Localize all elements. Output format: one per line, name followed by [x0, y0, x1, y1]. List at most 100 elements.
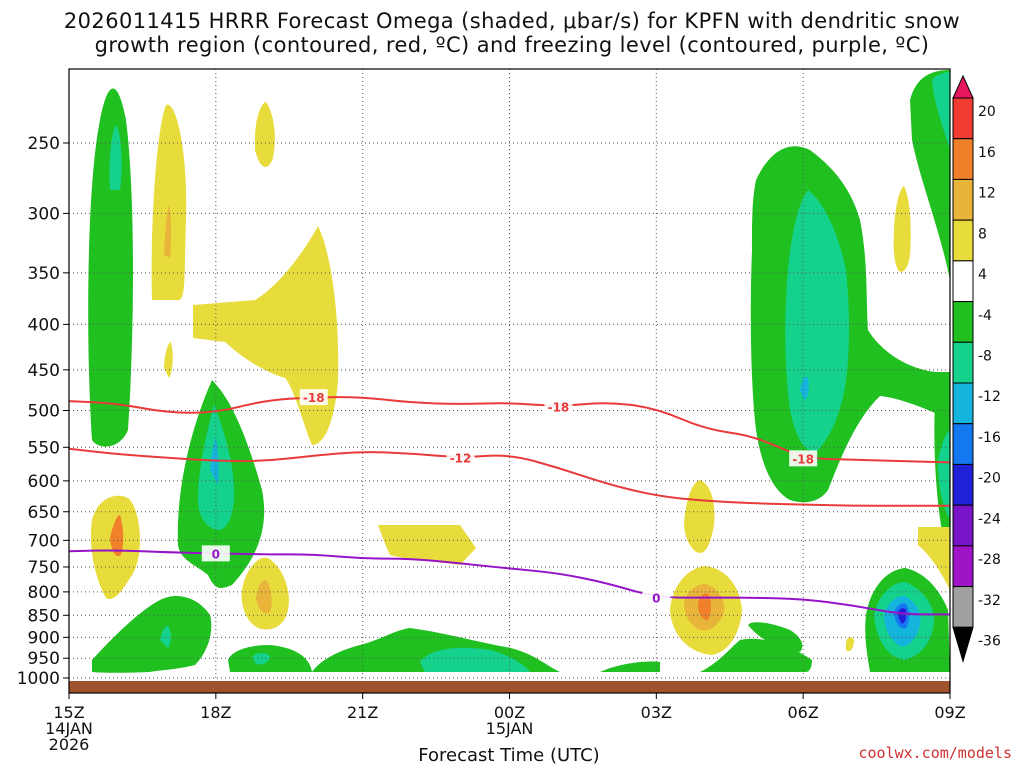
x-tick-label: 2026 [49, 735, 90, 754]
terrain-strip [69, 681, 950, 693]
colorbar-label: -20 [978, 471, 1001, 487]
x-tick-label: 15Z [53, 703, 84, 722]
omega-region-downward [684, 480, 715, 553]
y-tick-label: 450 [28, 361, 60, 381]
colorbar-segment [952, 301, 974, 343]
colorbar-top-arrow [952, 74, 974, 99]
contours [69, 396, 950, 616]
colorbar-label: -12 [978, 389, 1001, 405]
omega-region-downward [256, 580, 272, 614]
omega-region-downward [918, 527, 950, 590]
freezing-level-contour [69, 549, 950, 616]
y-tick-label: 800 [28, 583, 60, 603]
colorbar-label: -32 [978, 593, 1001, 609]
x-tick-label: 18Z [200, 703, 231, 722]
contour-label-bg [201, 545, 230, 562]
x-tick-label: 06Z [788, 703, 819, 722]
dgz-temperature-contour-label: -18 [548, 401, 570, 415]
omega-region-downward [893, 186, 911, 272]
omega-region-upward-core [800, 376, 809, 400]
omega-region-upward [748, 622, 803, 652]
x-axis-title: Forecast Time (UTC) [418, 745, 600, 766]
contour-label-bg [642, 589, 671, 606]
colorbar-label: -28 [978, 552, 1001, 568]
contour-label-bg [544, 398, 573, 415]
omega-region-upward-core [932, 72, 950, 150]
omega-region-downward [846, 637, 854, 652]
chart-title-line-1: 2026011415 HRRR Forecast Omega (shaded, … [63, 9, 961, 33]
colorbar: 20 16 12 8 4 -4 -8 -12 -16 -20 -24 -28 -32 -36 [952, 74, 1001, 664]
colorbar-label: -24 [978, 511, 1001, 527]
y-tick-label: 350 [28, 264, 60, 284]
omega-region-downward [164, 205, 172, 258]
colorbar-bottom-arrow [952, 626, 974, 664]
colorbar-label: 4 [978, 267, 987, 283]
colorbar-label: 16 [978, 145, 996, 161]
colorbar-segment [952, 382, 974, 425]
chart-title-line-2: growth region (contoured, red, ºC) and f… [94, 33, 930, 57]
colorbar-segment [952, 504, 974, 547]
colorbar-segment [952, 97, 974, 140]
x-tick-label: 21Z [347, 703, 378, 722]
y-axis: 2503003504004505005506006507007508008509… [17, 134, 69, 689]
colorbar-segment [952, 463, 974, 506]
x-tick-label: 15JAN [486, 719, 534, 738]
dgz-temperature-contour-label: -18 [303, 391, 325, 405]
dgz-temperature-contour-label: -12 [450, 452, 472, 466]
contour-labels: -18 -18 -18 -12 0 0 [201, 389, 818, 606]
colorbar-label: -8 [978, 349, 992, 365]
freezing-level-contour-label: 0 [652, 592, 660, 606]
omega-region-upward [600, 661, 660, 672]
freezing-level-contour-label: 0 [212, 547, 220, 561]
omega-region-upward-core [109, 125, 122, 190]
colorbar-label: 12 [978, 186, 996, 202]
y-tick-label: 950 [28, 649, 60, 669]
y-tick-label: 900 [28, 628, 60, 648]
colorbar-label: -4 [978, 308, 992, 324]
colorbar-label: -16 [978, 430, 1001, 446]
x-tick-label: 14JAN [45, 719, 93, 738]
colorbar-segment [952, 341, 974, 384]
omega-region-downward [378, 525, 476, 565]
colorbar-label: 20 [978, 104, 996, 120]
omega-region-upward [92, 595, 212, 673]
omega-region-downward [110, 515, 124, 557]
colorbar-segment [952, 178, 974, 221]
y-tick-label: 400 [28, 315, 60, 335]
omega-region-downward [164, 342, 173, 378]
colorbar-label: -36 [978, 634, 1001, 650]
gridlines [68, 69, 951, 681]
y-tick-label: 600 [28, 472, 60, 492]
contour-label-bg [446, 449, 475, 466]
dgz-temperature-contour [69, 396, 950, 464]
colorbar-segment [952, 586, 974, 628]
colorbar-segment [952, 423, 974, 465]
y-tick-label: 850 [28, 606, 60, 626]
contour-label-bg [789, 450, 818, 467]
omega-region-upward-core [420, 647, 530, 672]
omega-region-upward [88, 88, 133, 447]
y-tick-label: 300 [28, 204, 60, 224]
x-tick-label: 03Z [641, 703, 672, 722]
credit-text: coolwx.com/models [858, 744, 1012, 762]
colorbar-segment [952, 260, 974, 303]
y-tick-label: 250 [28, 134, 60, 154]
x-tick-label: 00Z [494, 703, 525, 722]
contour-label-bg [299, 389, 328, 406]
y-tick-label: 700 [28, 531, 60, 551]
x-tick-label: 09Z [934, 703, 965, 722]
omega-region-upward-core [938, 430, 950, 520]
y-tick-label: 750 [28, 558, 60, 578]
colorbar-segment [952, 219, 974, 262]
y-tick-label: 500 [28, 402, 60, 422]
omega-region-downward [698, 593, 711, 620]
omega-region-downward [255, 102, 275, 168]
y-tick-label: 1000 [17, 669, 60, 689]
colorbar-label: 8 [978, 226, 987, 242]
colorbar-segment [952, 545, 974, 588]
dgz-temperature-contour [69, 447, 950, 507]
y-tick-label: 550 [28, 438, 60, 458]
y-tick-label: 650 [28, 503, 60, 523]
